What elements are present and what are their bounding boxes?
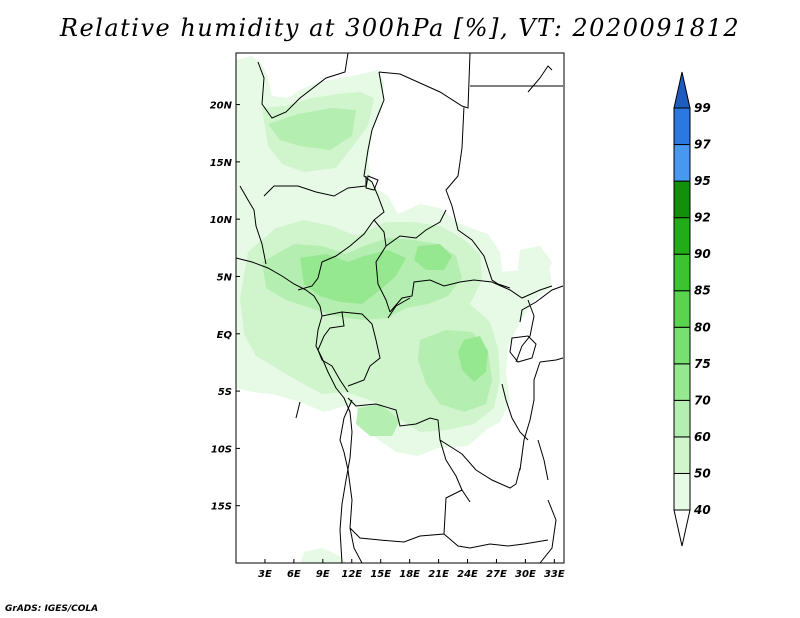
colorbar-level-label: 80 xyxy=(694,320,711,334)
colorbar-segment xyxy=(673,363,691,401)
colorbar-segment xyxy=(673,253,691,292)
rh-40-patch-north xyxy=(236,120,264,170)
colorbar-level-label: 95 xyxy=(694,174,711,188)
longitude-axis: 3E 6E 9E 12E 15E 18E 21E 24E 27E 30E 33E xyxy=(258,559,565,580)
colorbar-segment xyxy=(673,326,691,365)
red-sea-coast xyxy=(527,65,553,93)
rh-70-region xyxy=(300,244,488,382)
lon-tick-label: 3E xyxy=(258,569,272,580)
colorbar-under-triangle xyxy=(673,509,691,547)
lat-tick-label: 20N xyxy=(210,101,233,112)
colorbar-level-label: 90 xyxy=(694,247,711,261)
latitude-axis: 20N 15N 10N 5N EQ 5S 10S 15S xyxy=(210,101,240,513)
lon-tick-label: 9E xyxy=(316,569,330,580)
colorbar-segment xyxy=(673,399,691,438)
lon-tick-label: 27E xyxy=(486,569,507,580)
colorbar-level-label: 70 xyxy=(694,393,711,407)
lake-malawi xyxy=(537,439,549,481)
lat-tick-label: EQ xyxy=(217,330,233,341)
lat-tick-label: 15S xyxy=(211,502,232,513)
footer-credit: GrADS: IGES/COLA xyxy=(5,604,99,614)
country-borders xyxy=(236,53,564,563)
colorbar-over-triangle xyxy=(673,71,691,109)
lat-tick-label: 15N xyxy=(210,158,233,169)
rh-40-patch-east xyxy=(518,246,552,282)
lat-tick-label: 10S xyxy=(211,444,232,455)
lake-tanganyika xyxy=(501,383,529,441)
colorbar-level-label: 99 xyxy=(694,101,711,115)
colorbar-level-label: 60 xyxy=(694,430,711,444)
colorbar-segment xyxy=(673,144,691,182)
colorbar-segment xyxy=(673,436,691,474)
colorbar-segment xyxy=(673,290,691,328)
lon-tick-label: 12E xyxy=(341,569,362,580)
colorbar-level-label: 40 xyxy=(693,503,711,517)
colorbar-segment xyxy=(673,472,691,511)
colorbar-level-label: 50 xyxy=(694,466,711,480)
lon-tick-label: 6E xyxy=(287,569,301,580)
colorbar-level-label: 85 xyxy=(694,284,711,298)
map-frame xyxy=(235,52,565,564)
colorbar-level-label: 75 xyxy=(694,357,711,371)
colorbar-segment xyxy=(673,180,691,219)
colorbar-segment xyxy=(673,217,691,255)
lon-tick-label: 33E xyxy=(544,569,565,580)
coastline xyxy=(236,257,353,563)
chart-title: Relative humidity at 300hPa [%], VT: 202… xyxy=(59,14,741,42)
colorbar-level-label: 97 xyxy=(694,138,711,152)
lon-tick-label: 18E xyxy=(399,569,420,580)
lat-tick-label: 5S xyxy=(218,387,232,398)
lat-tick-label: 10N xyxy=(210,215,233,226)
border-lines xyxy=(239,53,564,563)
lon-tick-label: 24E xyxy=(457,569,478,580)
colorbar: 40 50 60 70 75 80 85 90 92 95 97 99 xyxy=(673,71,711,547)
lon-tick-label: 30E xyxy=(515,569,536,580)
lon-tick-label: 15E xyxy=(370,569,391,580)
lake-victoria xyxy=(509,335,537,363)
colorbar-level-label: 92 xyxy=(694,211,711,225)
colorbar-segment xyxy=(673,107,691,146)
lon-tick-label: 21E xyxy=(428,569,449,580)
lat-tick-label: 5N xyxy=(217,272,233,283)
rh-40-patch-south xyxy=(300,548,346,563)
lake-chad xyxy=(365,175,379,191)
